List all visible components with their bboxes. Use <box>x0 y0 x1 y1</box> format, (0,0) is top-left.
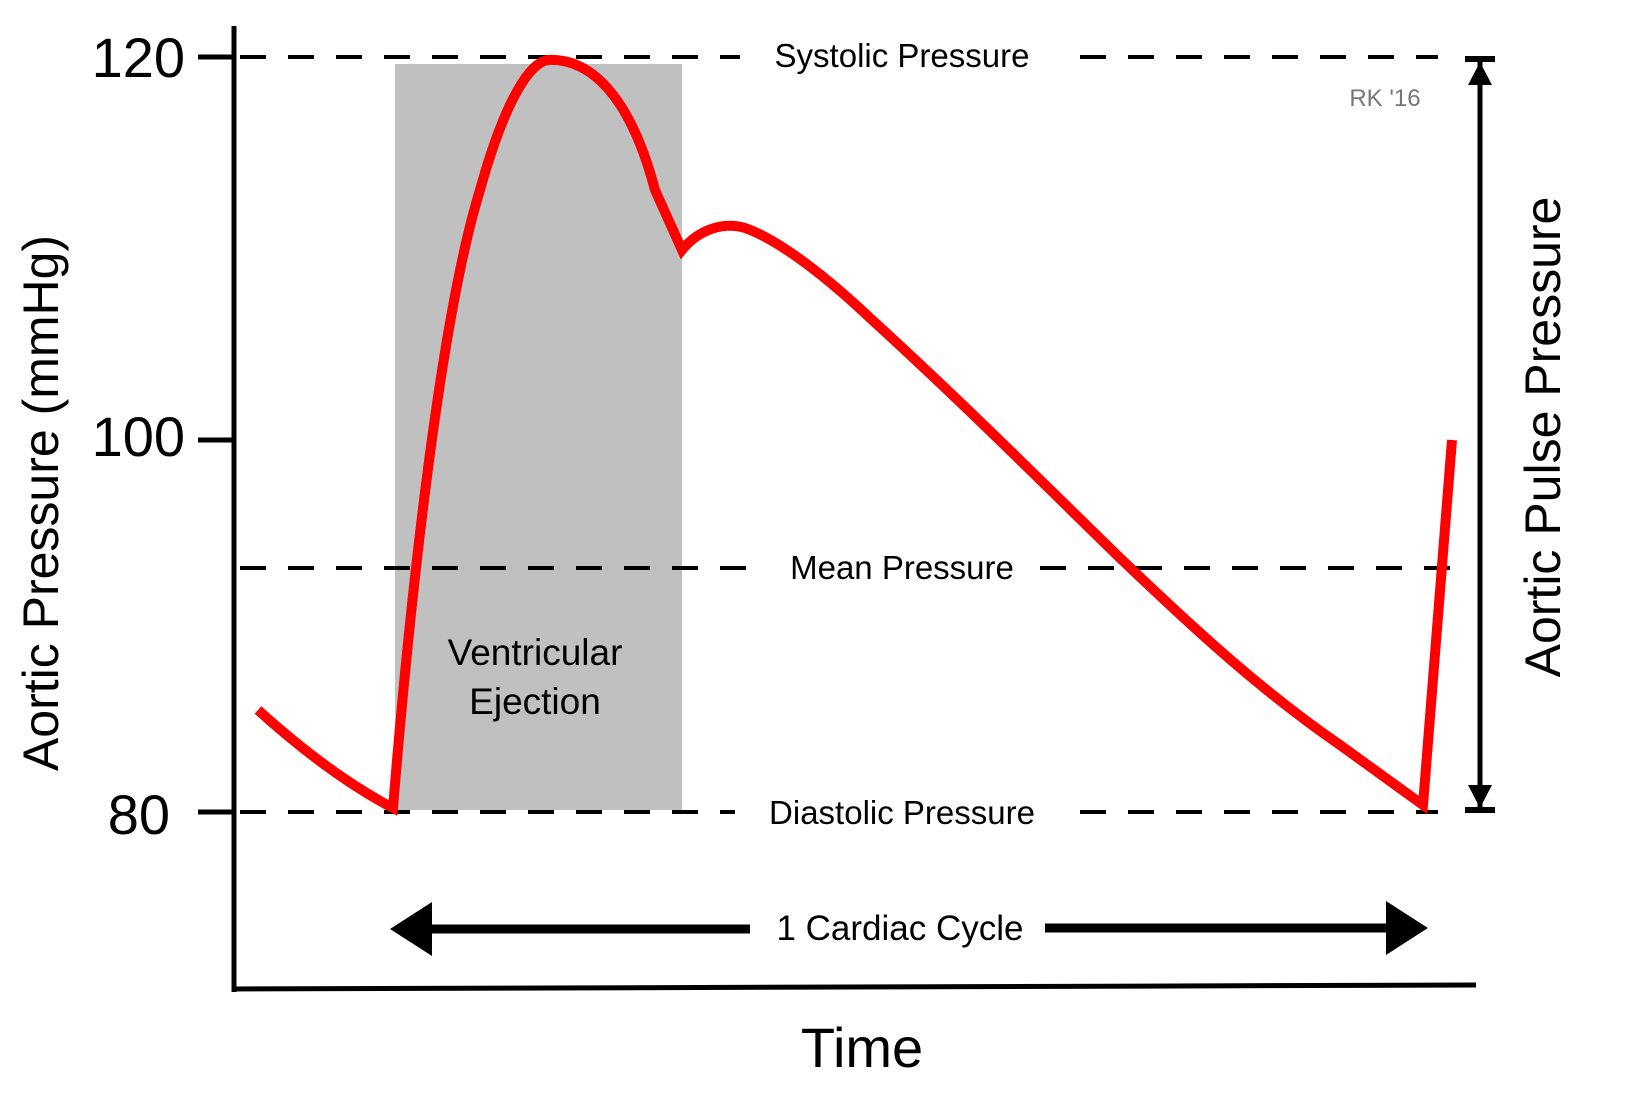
arrow-down-icon <box>1468 785 1492 808</box>
ejection-label-line1: Ventricular <box>448 632 623 673</box>
ventricular-ejection-region <box>395 64 682 810</box>
ejection-label-line2: Ejection <box>469 681 601 722</box>
mean-label-background <box>776 549 1028 586</box>
aortic-pressure-curve <box>254 54 1457 816</box>
y-tick-80: 80 <box>108 783 170 846</box>
y-axis-title: Aortic Pressure (mmHg) <box>13 235 69 771</box>
diastolic-label-background <box>755 794 1049 831</box>
systolic-label: Systolic Pressure <box>775 37 1030 74</box>
y-axis <box>198 26 237 992</box>
cardiac-cycle-label: 1 Cardiac Cycle <box>776 909 1023 948</box>
diastolic-label: Diastolic Pressure <box>769 794 1035 831</box>
pulse-pressure-label: Aortic Pulse Pressure <box>1515 197 1571 678</box>
pulse-pressure-arrow <box>1465 56 1495 813</box>
author-signature: RK '16 <box>1349 85 1420 112</box>
arrow-left-icon <box>390 902 432 956</box>
cardiac-cycle-label-background <box>770 909 1030 948</box>
y-tick-120: 120 <box>92 26 185 89</box>
arrow-right-icon <box>1386 901 1428 955</box>
arrow-up-icon <box>1468 62 1492 85</box>
x-axis-title: Time <box>801 1016 923 1079</box>
cardiac-cycle-arrow <box>390 901 1428 956</box>
y-tick-100: 100 <box>92 405 185 468</box>
x-axis <box>231 982 1477 992</box>
mean-label: Mean Pressure <box>790 549 1014 586</box>
systolic-label-background <box>760 37 1044 74</box>
